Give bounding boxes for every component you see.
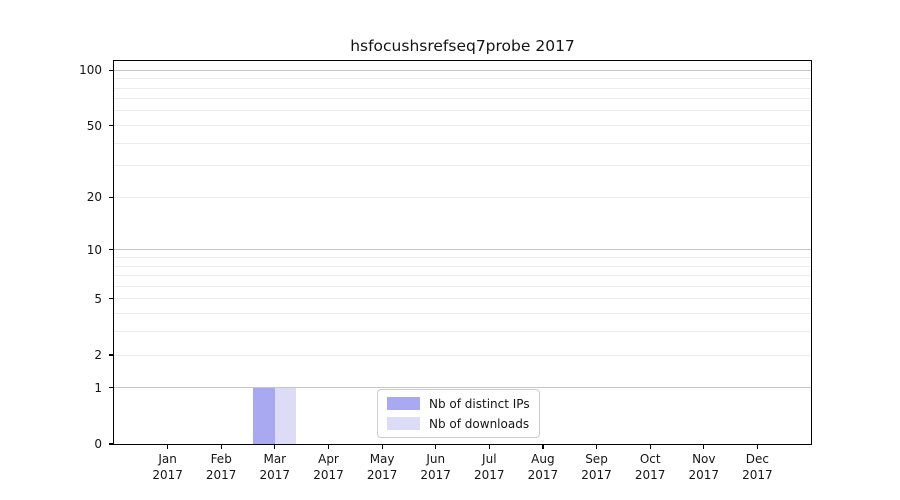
x-tick-label: Nov 2017 <box>674 451 734 483</box>
y-tick-mark <box>109 124 114 127</box>
y-tick-mark <box>109 249 114 251</box>
gridline-minor <box>114 110 811 112</box>
legend-swatch-distinct-ips <box>387 397 420 410</box>
x-tick-month: Apr <box>318 452 339 466</box>
x-tick-month: Oct <box>639 452 661 466</box>
x-tick-month: Dec <box>745 452 769 466</box>
x-tick-mark <box>327 445 330 449</box>
x-tick-year: 2017 <box>313 468 344 482</box>
y-tick-label: 50 <box>86 118 102 133</box>
legend-label-downloads: Nb of downloads <box>429 416 530 431</box>
y-tick-label: 2 <box>94 348 102 362</box>
x-tick-mark <box>167 445 169 449</box>
gridline-minor <box>114 165 811 167</box>
x-tick-label: Jul 2017 <box>459 451 519 483</box>
x-tick-year: 2017 <box>205 468 237 482</box>
x-tick-label: Feb 2017 <box>191 451 251 483</box>
y-tick-mark <box>109 387 114 389</box>
x-tick-month: Mar <box>263 452 287 466</box>
gridline-minor <box>114 265 811 267</box>
x-tick-mark <box>756 445 759 449</box>
x-tick-month: Nov <box>692 452 716 466</box>
y-tick-label: 20 <box>86 190 102 205</box>
gridline-minor <box>114 78 811 79</box>
y-tick-label: 0 <box>94 437 102 451</box>
x-tick-mark <box>649 445 651 449</box>
gridline-minor <box>114 142 811 144</box>
x-tick-year: 2017 <box>259 468 291 482</box>
gridline-major <box>114 69 811 71</box>
gridline-minor <box>114 313 811 315</box>
gridline-minor <box>114 331 811 333</box>
x-tick-label: Jan 2017 <box>138 451 198 483</box>
y-tick-mark <box>109 196 114 198</box>
x-tick-year: 2017 <box>742 468 773 482</box>
chart-title: hsfocushsrefseq7probe 2017 <box>350 37 575 55</box>
gridline-major <box>114 196 811 198</box>
x-tick-mark <box>381 445 383 449</box>
x-tick-year: 2017 <box>152 468 183 482</box>
gridline-major <box>114 125 811 126</box>
gridline-major <box>114 354 811 356</box>
x-tick-year: 2017 <box>366 468 398 482</box>
legend-swatch-downloads <box>387 417 420 430</box>
x-tick-year: 2017 <box>420 468 451 482</box>
x-tick-mark <box>488 445 490 449</box>
x-tick-year: 2017 <box>474 468 505 482</box>
y-tick-label: 10 <box>86 242 102 257</box>
gridline-minor <box>114 285 811 287</box>
x-tick-month: Jan <box>158 452 177 466</box>
legend: Nb of distinct IPs Nb of downloads <box>377 389 540 438</box>
y-tick-mark <box>109 298 114 300</box>
x-tick-label: May 2017 <box>352 451 412 483</box>
gridline-major <box>114 387 811 389</box>
y-tick-mark <box>109 69 114 71</box>
x-tick-year: 2017 <box>688 468 720 482</box>
x-tick-label: Mar 2017 <box>245 451 305 483</box>
legend-item-downloads: Nb of downloads <box>387 415 530 432</box>
y-tick-mark <box>109 354 114 356</box>
x-tick-year: 2017 <box>581 468 612 482</box>
gridline-major <box>114 249 811 251</box>
x-tick-label: Aug 2017 <box>513 451 573 483</box>
x-tick-label: Sep 2017 <box>567 451 627 483</box>
plot-area: Nb of distinct IPs Nb of downloads <box>113 60 812 445</box>
x-tick-mark <box>435 445 437 449</box>
x-tick-mark <box>542 445 544 449</box>
x-tick-mark <box>703 445 705 449</box>
x-tick-mark <box>274 445 276 449</box>
legend-label-distinct-ips: Nb of distinct IPs <box>429 396 530 411</box>
x-tick-month: Aug <box>531 452 555 466</box>
x-tick-label: Apr 2017 <box>299 451 359 483</box>
y-tick-mark <box>109 443 114 445</box>
gridline-minor <box>114 87 811 89</box>
legend-item-distinct-ips: Nb of distinct IPs <box>387 395 530 412</box>
gridline-minor <box>114 98 811 100</box>
gridline-major <box>114 298 811 300</box>
x-tick-mark <box>595 445 598 449</box>
gridline-minor <box>114 275 811 276</box>
gridline-minor <box>114 257 811 258</box>
x-tick-month: Jun <box>426 452 446 466</box>
x-tick-month: Feb <box>210 452 232 466</box>
x-tick-month: Jul <box>482 452 497 466</box>
x-tick-month: May <box>369 452 395 466</box>
y-tick-label: 5 <box>94 291 102 306</box>
x-tick-mark <box>220 445 222 449</box>
x-tick-label: Jun 2017 <box>406 451 466 483</box>
bar-distinct-ips <box>253 387 275 444</box>
x-tick-label: Oct 2017 <box>620 451 680 483</box>
x-tick-label: Dec 2017 <box>727 451 787 483</box>
y-tick-label: 1 <box>94 380 102 395</box>
x-tick-month: Sep <box>585 452 608 466</box>
x-tick-year: 2017 <box>634 468 666 482</box>
bar-downloads <box>274 387 297 444</box>
y-tick-label: 100 <box>79 63 102 78</box>
x-tick-year: 2017 <box>527 468 559 482</box>
